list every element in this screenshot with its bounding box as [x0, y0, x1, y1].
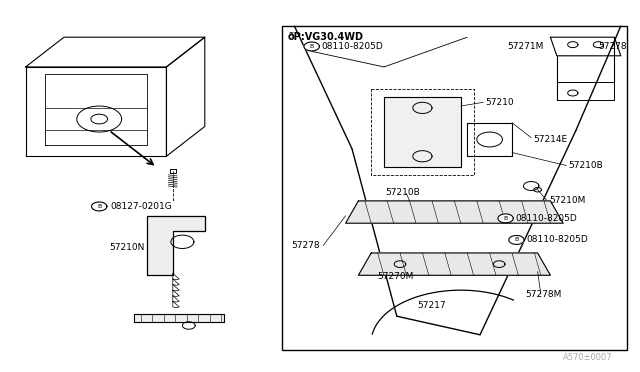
Polygon shape — [498, 214, 513, 223]
Polygon shape — [346, 201, 563, 223]
Text: 57271M: 57271M — [508, 42, 544, 51]
Polygon shape — [304, 42, 319, 51]
Text: 08127-0201G: 08127-0201G — [111, 202, 172, 211]
Text: 57278: 57278 — [598, 42, 627, 51]
Text: 57210B: 57210B — [568, 161, 603, 170]
Text: 08110-8205D: 08110-8205D — [516, 214, 577, 223]
Polygon shape — [147, 216, 205, 275]
Text: 57270M: 57270M — [378, 272, 414, 280]
Text: B: B — [310, 44, 314, 49]
Text: 57214E: 57214E — [533, 135, 567, 144]
Polygon shape — [358, 253, 550, 275]
Text: 57210M: 57210M — [549, 196, 586, 205]
Text: B: B — [515, 237, 518, 243]
Text: 57210B: 57210B — [385, 188, 420, 197]
Polygon shape — [134, 314, 224, 322]
Polygon shape — [509, 235, 524, 244]
Text: 57278: 57278 — [291, 241, 320, 250]
Text: A570±0007: A570±0007 — [563, 353, 613, 362]
Text: 57217: 57217 — [417, 301, 446, 310]
Text: 57210N: 57210N — [109, 243, 144, 252]
Text: B: B — [504, 216, 508, 221]
Text: 08110-8205D: 08110-8205D — [321, 42, 383, 51]
Text: B: B — [97, 204, 101, 209]
Text: 08110-8205D: 08110-8205D — [526, 235, 588, 244]
Polygon shape — [384, 97, 461, 167]
Polygon shape — [92, 202, 107, 211]
Text: 57278M: 57278M — [525, 290, 561, 299]
Text: 57210: 57210 — [485, 98, 514, 107]
Text: ðP:VG30.4WD: ðP:VG30.4WD — [288, 32, 364, 42]
Bar — [282, 26, 627, 350]
